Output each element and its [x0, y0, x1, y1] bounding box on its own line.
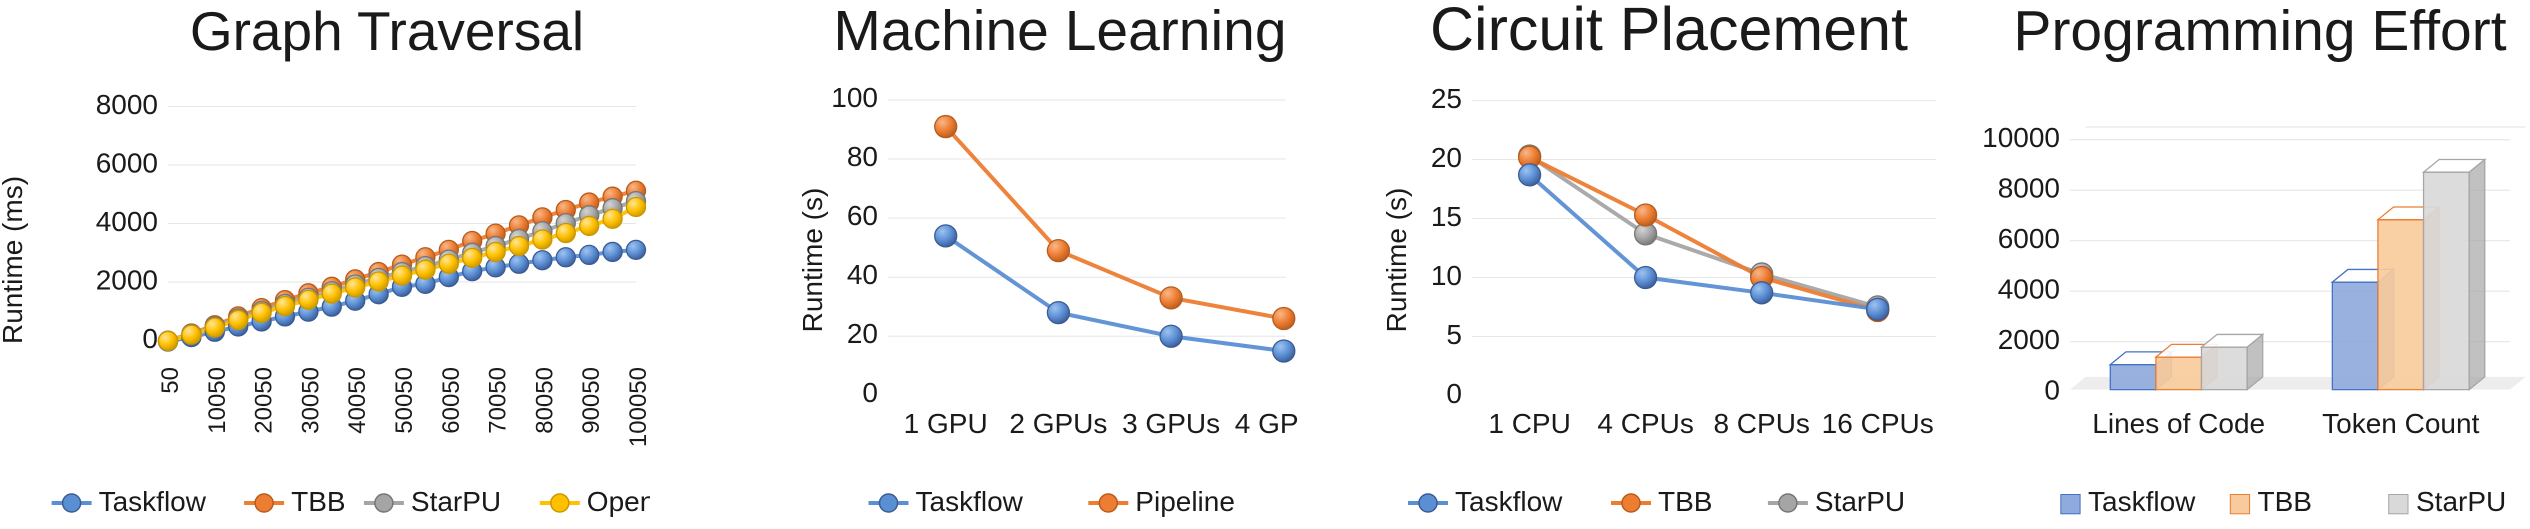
svg-text:Circuit Placement: Circuit Placement	[1430, 0, 1908, 63]
svg-text:25: 25	[1431, 83, 1462, 114]
svg-text:StarPU: StarPU	[1815, 486, 1905, 517]
svg-text:100050: 100050	[625, 367, 650, 447]
svg-text:0: 0	[862, 377, 878, 408]
svg-text:StarPU: StarPU	[411, 486, 501, 517]
svg-text:Taskflow: Taskflow	[99, 486, 207, 517]
svg-text:1 CPU: 1 CPU	[1488, 408, 1570, 439]
svg-text:Token Count: Token Count	[2322, 408, 2479, 439]
svg-text:10: 10	[1431, 260, 1462, 291]
svg-text:Runtime (ms): Runtime (ms)	[0, 176, 28, 344]
svg-text:80: 80	[847, 141, 878, 172]
svg-text:0: 0	[1446, 378, 1462, 409]
svg-text:6000: 6000	[1998, 223, 2060, 254]
svg-text:50: 50	[157, 367, 184, 394]
svg-text:80050: 80050	[531, 367, 558, 434]
svg-text:Graph Traversal: Graph Traversal	[190, 0, 584, 62]
svg-text:Runtime (s): Runtime (s)	[797, 188, 828, 333]
svg-text:30050: 30050	[297, 367, 324, 434]
svg-text:4000: 4000	[96, 206, 158, 237]
svg-text:0: 0	[2044, 375, 2060, 406]
svg-text:10000: 10000	[1982, 122, 2060, 153]
svg-text:2000: 2000	[96, 265, 158, 296]
svg-text:15: 15	[1431, 201, 1462, 232]
svg-text:2 GPUs: 2 GPUs	[1009, 408, 1107, 439]
svg-text:Machine Learning: Machine Learning	[833, 0, 1286, 63]
svg-text:Programming Effort: Programming Effort	[2013, 0, 2506, 63]
svg-text:4 GPUs: 4 GPUs	[1235, 408, 1300, 439]
svg-text:StarPU: StarPU	[2416, 486, 2506, 517]
svg-text:5: 5	[1446, 319, 1462, 350]
svg-text:TBB: TBB	[1658, 486, 1712, 517]
svg-text:40050: 40050	[344, 367, 371, 434]
svg-text:20: 20	[1431, 142, 1462, 173]
svg-text:60: 60	[847, 200, 878, 231]
svg-text:6000: 6000	[96, 148, 158, 179]
svg-text:8 CPUs: 8 CPUs	[1713, 408, 1809, 439]
svg-text:8000: 8000	[1998, 173, 2060, 204]
svg-text:Pipeline: Pipeline	[1135, 486, 1235, 517]
svg-text:OpenMP: OpenMP	[587, 486, 650, 517]
svg-text:Taskflow: Taskflow	[2088, 486, 2196, 517]
svg-text:Runtime (s): Runtime (s)	[1381, 188, 1412, 333]
svg-text:20: 20	[847, 318, 878, 349]
svg-text:Lines of Code: Lines of Code	[2092, 408, 2265, 439]
svg-text:4 CPUs: 4 CPUs	[1597, 408, 1693, 439]
svg-text:TBB: TBB	[2258, 486, 2312, 517]
svg-text:50050: 50050	[391, 367, 418, 434]
svg-text:8000: 8000	[96, 89, 158, 120]
svg-text:1 GPU: 1 GPU	[904, 408, 988, 439]
svg-text:40: 40	[847, 259, 878, 290]
svg-text:60050: 60050	[438, 367, 465, 434]
svg-text:90050: 90050	[578, 367, 605, 434]
svg-text:0: 0	[142, 323, 158, 354]
svg-text:10050: 10050	[204, 367, 231, 434]
svg-text:Taskflow: Taskflow	[916, 486, 1024, 517]
svg-text:Taskflow: Taskflow	[1455, 486, 1563, 517]
svg-text:3 GPUs: 3 GPUs	[1122, 408, 1220, 439]
svg-text:4000: 4000	[1998, 274, 2060, 305]
svg-text:16 CPUs: 16 CPUs	[1822, 408, 1934, 439]
svg-text:100: 100	[831, 82, 878, 113]
svg-text:2000: 2000	[1998, 324, 2060, 355]
svg-text:70050: 70050	[485, 367, 512, 434]
svg-text:TBB: TBB	[291, 486, 345, 517]
svg-text:20050: 20050	[251, 367, 278, 434]
